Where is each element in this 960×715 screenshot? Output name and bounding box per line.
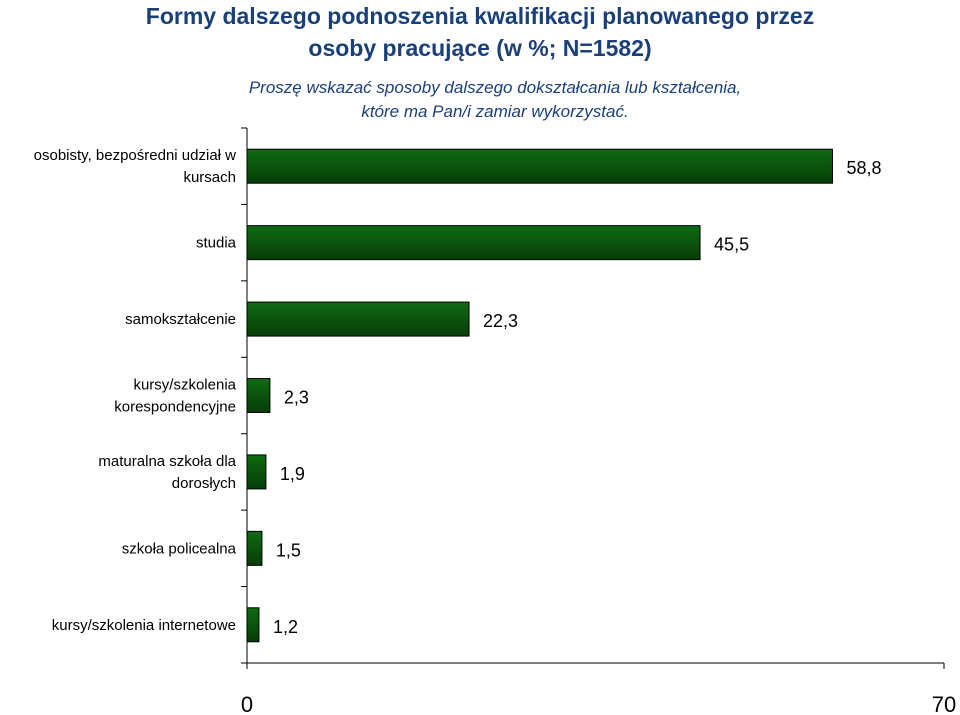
bar-layer — [246, 148, 833, 643]
data-label: 22,3 — [483, 311, 518, 331]
chart-title-line-2: osoby pracujące (w %; N=1582) — [308, 35, 652, 61]
category-label: kursy/szkolenia internetowe — [52, 617, 236, 634]
category-label-line: kursy/szkolenia — [133, 377, 236, 394]
category-label-line: korespondencyjne — [114, 399, 236, 416]
category-label: kursy/szkolenia korespondencyjne — [114, 377, 236, 416]
category-label-line: szkoła policealna — [122, 540, 237, 557]
category-label-line: studia — [196, 235, 237, 252]
category-label-line: kursy/szkolenia internetowe — [52, 617, 236, 634]
x-tick-label: 70 — [932, 692, 956, 715]
bar — [246, 530, 263, 566]
data-label: 1,5 — [276, 540, 301, 560]
bar — [246, 454, 267, 490]
category-label-line: kursach — [183, 169, 236, 186]
bar — [246, 378, 271, 413]
category-label: maturalna szkoła dla dorosłych — [98, 453, 236, 492]
category-label-line: maturalna szkoła dla — [98, 453, 236, 470]
bar — [246, 148, 833, 184]
category-label: osobisty, bezpośredni udział w kursach — [34, 147, 236, 186]
bar — [246, 301, 470, 337]
category-label-line: samokształcenie — [125, 311, 236, 328]
bar — [246, 225, 701, 261]
category-label: szkoła policealna — [122, 540, 237, 557]
data-label: 45,5 — [714, 235, 749, 255]
data-label: 1,9 — [280, 464, 305, 484]
bar — [246, 607, 260, 643]
data-label: 1,2 — [273, 617, 298, 637]
category-label-line: dorosłych — [172, 475, 236, 492]
data-label: 2,3 — [284, 388, 309, 408]
chart-subtitle: Proszę wskazać sposoby dalszego dokształ… — [200, 76, 790, 124]
data-label: 58,8 — [846, 158, 881, 178]
category-label: samokształcenie — [125, 311, 236, 328]
chart-subtitle-line-2: które ma Pan/i zamiar wykorzystać. — [361, 102, 629, 121]
chart-subtitle-line-1: Proszę wskazać sposoby dalszego dokształ… — [248, 78, 742, 97]
category-label: studia — [196, 235, 237, 252]
category-label-line: osobisty, bezpośredni udział w — [34, 147, 236, 164]
chart-title-line-1: Formy dalszego podnoszenia kwalifikacji … — [145, 3, 815, 29]
chart-title: Formy dalszego podnoszenia kwalifikacji … — [0, 0, 960, 64]
axis-layer — [241, 127, 945, 669]
x-tick-label: 0 — [241, 692, 253, 715]
label-layer: 0 70 58,8 osobisty, bezpośredni udział w kur… — [34, 147, 957, 715]
